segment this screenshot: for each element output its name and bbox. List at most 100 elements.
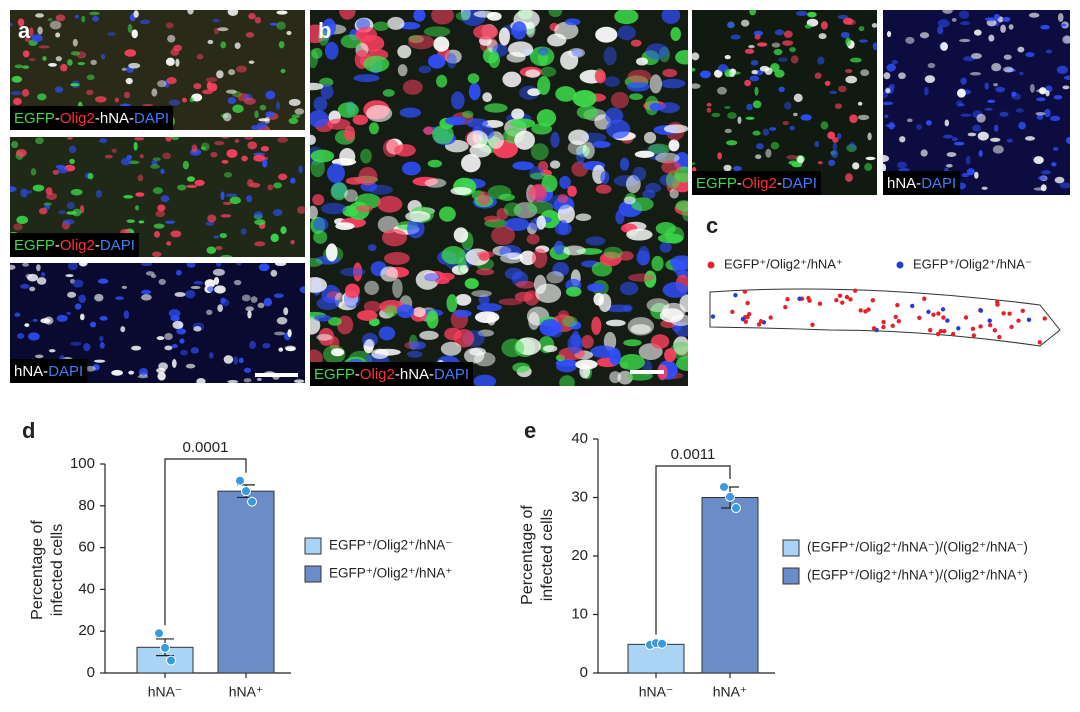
cell <box>661 160 682 174</box>
cell <box>273 182 283 189</box>
cell <box>189 97 195 103</box>
cell <box>1003 54 1012 60</box>
cell <box>166 76 177 85</box>
cell <box>1052 147 1059 151</box>
cell <box>749 75 760 82</box>
cell <box>66 201 75 210</box>
cell <box>250 125 261 130</box>
legend-swatch <box>782 539 800 557</box>
cell <box>85 365 96 372</box>
cell <box>1036 97 1046 102</box>
cell <box>533 274 547 295</box>
caption-part: hNA- <box>887 175 921 192</box>
micrograph: hNA-DAPI <box>883 10 1070 195</box>
cell <box>845 37 851 47</box>
cell <box>185 290 196 299</box>
cell <box>883 154 890 163</box>
cell-dot <box>995 299 1000 305</box>
cell <box>431 10 455 25</box>
cell <box>746 103 753 111</box>
cell <box>325 243 338 262</box>
cell <box>316 297 340 311</box>
cell <box>423 126 434 136</box>
cell <box>291 114 301 119</box>
cell <box>1038 87 1047 95</box>
cell <box>186 263 196 268</box>
cell <box>664 348 677 363</box>
cell <box>482 92 492 103</box>
cell <box>984 17 997 22</box>
cell <box>328 316 342 326</box>
cell <box>438 206 456 222</box>
data-point <box>160 642 170 653</box>
cell <box>549 160 561 169</box>
cell <box>74 303 82 310</box>
cell <box>692 67 696 72</box>
cell <box>445 116 467 126</box>
cell <box>381 228 408 247</box>
cell <box>298 165 303 174</box>
cell <box>782 121 789 126</box>
cell <box>974 171 979 179</box>
cell <box>22 263 29 267</box>
cell <box>10 186 17 193</box>
x-tick-label: hNA⁺ <box>713 684 748 700</box>
cell <box>514 130 535 150</box>
cell <box>842 17 854 25</box>
cell <box>29 27 34 37</box>
cell <box>562 316 578 328</box>
cell <box>247 141 258 150</box>
cell <box>287 329 292 338</box>
cell <box>270 269 278 277</box>
caption-part: Olig2 <box>360 366 395 383</box>
cell <box>1040 25 1050 30</box>
cell <box>999 111 1009 117</box>
cell <box>164 345 173 351</box>
cell <box>11 75 23 83</box>
cell <box>74 14 80 19</box>
cell <box>364 338 375 350</box>
cell <box>662 68 678 78</box>
panel-label: c <box>706 213 718 238</box>
cell <box>274 263 287 266</box>
cell <box>207 39 214 45</box>
cell <box>171 344 178 349</box>
cell <box>512 161 535 171</box>
cell <box>487 185 512 200</box>
data-point <box>235 475 245 486</box>
cell <box>536 109 557 127</box>
cell <box>382 89 395 97</box>
panel-label: b <box>318 18 331 43</box>
cell <box>883 72 891 80</box>
cell <box>648 143 671 155</box>
cell <box>55 56 62 62</box>
cell <box>548 10 563 18</box>
x-tick-label: hNA⁻ <box>639 684 674 700</box>
cell <box>92 15 100 22</box>
cell <box>259 104 267 111</box>
caption-part: DAPI <box>921 175 956 192</box>
y-tick-label: 0 <box>580 664 588 681</box>
cell <box>547 33 567 47</box>
cell <box>919 32 930 39</box>
cell <box>227 97 237 105</box>
micrograph: EGFP-Olig2-hNA-DAPI <box>10 10 305 130</box>
cell <box>528 184 548 203</box>
cell <box>20 283 30 289</box>
cell <box>32 318 38 322</box>
cell <box>724 54 731 60</box>
cell <box>139 154 144 159</box>
cell <box>121 285 128 290</box>
cell <box>972 124 981 132</box>
cell <box>55 32 61 38</box>
cell <box>659 242 672 253</box>
cell <box>227 10 239 16</box>
cell <box>77 61 86 66</box>
cell <box>217 304 224 312</box>
cell <box>477 191 491 206</box>
cell <box>221 137 230 139</box>
cell-dot <box>926 309 931 315</box>
cell <box>682 206 688 222</box>
cell <box>603 246 623 259</box>
cell <box>733 166 742 172</box>
